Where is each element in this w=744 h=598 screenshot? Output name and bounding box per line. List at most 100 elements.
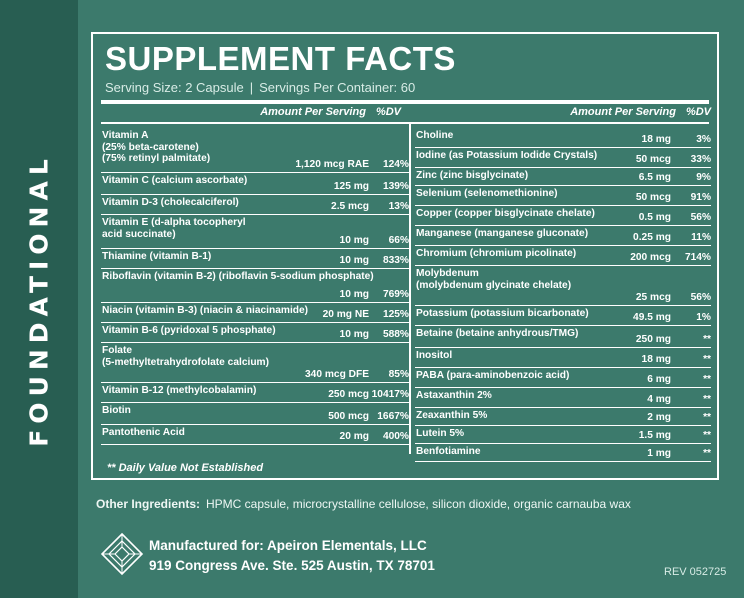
nutrient-row: Potassium (potassium bicarbonate) 49.5 mg… (415, 306, 711, 326)
nutrient-row: Vitamin B-12 (methylcobalamin) 250 mcg 104… (101, 383, 409, 403)
nutrient-amount: 1 mg (647, 447, 671, 459)
nutrient-row: Selenium (selenomethionine) 50 mcg 91% (415, 186, 711, 206)
nutrient-name: Zinc (zinc bisglycinate) (416, 170, 529, 181)
nutrient-amount: 20 mg NE (322, 308, 369, 320)
nutrient-amount: 2 mg (647, 411, 671, 423)
manufacturer-name: Manufactured for: Apeiron Elementals, LL… (149, 538, 427, 553)
panel-title: SUPPLEMENT FACTS (105, 40, 456, 77)
nutrient-dv: ** (703, 393, 711, 405)
nutrient-dv: 3% (696, 133, 711, 145)
nutrient-row: Iodine (as Potassium Iodide Crystals) 50 … (415, 148, 711, 168)
nutrient-name: Zeaxanthin 5% (416, 410, 488, 421)
nutrient-name: Folate (5-methyltetrahydrofolate calcium… (102, 345, 269, 368)
nutrient-row: Zinc (zinc bisglycinate) 6.5 mg 9% (415, 168, 711, 186)
nutrient-dv: 400% (382, 430, 409, 442)
nutrient-amount: 4 mg (647, 393, 671, 405)
nutrient-row: Zeaxanthin 5% 2 mg ** (415, 408, 711, 426)
nutrient-name: Vitamin C (calcium ascorbate) (102, 175, 248, 186)
nutrient-amount: 10 mg (339, 288, 369, 300)
nutrient-dv: 66% (388, 234, 409, 246)
nutrient-column-right: Choline 18 mg 3% Iodine (as Potassium Iodid… (415, 128, 711, 462)
column-divider (409, 124, 411, 454)
nutrient-name: Inositol (416, 350, 453, 361)
serving-size: Serving Size: 2 Capsule (105, 80, 244, 95)
nutrient-dv: 714% (684, 251, 711, 263)
nutrient-amount: 6.5 mg (638, 171, 671, 183)
nutrient-dv: 13% (388, 200, 409, 212)
nutrient-amount: 125 mg (333, 180, 369, 192)
nutrient-row: Manganese (manganese gluconate) 0.25 mg 11… (415, 226, 711, 246)
nutrient-dv: ** (703, 353, 711, 365)
nutrient-dv: 56% (690, 211, 711, 223)
nutrient-name: Selenium (selenomethionine) (416, 188, 558, 199)
dv-header: %DV (685, 106, 711, 118)
nutrient-name: Vitamin B-12 (methylcobalamin) (102, 385, 257, 396)
nutrient-amount: 18 mg (641, 133, 671, 145)
nutrient-row: PABA (para-aminobenzoic acid) 6 mg ** (415, 368, 711, 388)
dv-header: %DV (375, 106, 401, 118)
nutrient-dv: 56% (690, 291, 711, 303)
nutrient-amount: 1,120 mcg RAE (295, 158, 369, 170)
nutrient-name: Pantothenic Acid (102, 427, 185, 438)
nutrient-dv: 769% (382, 288, 409, 300)
nutrient-row: Molybdenum (molybdenum glycinate chelate… (415, 266, 711, 306)
nutrient-dv: ** (703, 447, 711, 459)
nutrient-name: Astaxanthin 2% (416, 390, 492, 401)
nutrient-row: Vitamin C (calcium ascorbate) 125 mg 139% (101, 173, 409, 195)
nutrient-row: Riboflavin (vitamin B-2) (riboflavin 5-s… (101, 269, 409, 303)
thick-divider (101, 100, 709, 104)
nutrient-name: Niacin (vitamin B-3) (niacin & niacinami… (102, 305, 309, 316)
supplement-facts-panel: SUPPLEMENT FACTS Serving Size: 2 Capsule… (91, 32, 719, 480)
nutrient-row: Chromium (chromium picolinate) 200 mcg 714… (415, 246, 711, 266)
nutrient-amount: 250 mg (635, 333, 671, 345)
nutrient-name: Copper (copper bisglycinate chelate) (416, 208, 595, 219)
nutrient-row: Inositol 18 mg ** (415, 348, 711, 368)
nutrient-name: Chromium (chromium picolinate) (416, 248, 577, 259)
nutrient-row: Astaxanthin 2% 4 mg ** (415, 388, 711, 408)
nutrient-dv: 9% (696, 171, 711, 183)
nutrient-dv: 124% (382, 158, 409, 170)
nutrient-row: Vitamin B-6 (pyridoxal 5 phosphate) 10 mg… (101, 323, 409, 343)
header-divider (101, 122, 709, 124)
nutrient-dv: 11% (691, 231, 711, 243)
serving-info: Serving Size: 2 Capsule | Servings Per Con… (105, 80, 415, 95)
nutrient-row: Niacin (vitamin B-3) (niacin & niacinami… (101, 303, 409, 323)
nutrient-row: Vitamin A (25% beta-carotene) (75% retin… (101, 128, 409, 173)
nutrient-amount: 20 mg (339, 430, 369, 442)
nutrient-name: Lutein 5% (416, 428, 465, 439)
diamond-logo-icon (100, 532, 144, 576)
nutrient-row: Copper (copper bisglycinate chelate) 0.5 … (415, 206, 711, 226)
nutrient-row: Vitamin E (d-alpha tocopheryl acid succi… (101, 215, 409, 249)
nutrient-name: Choline (416, 130, 454, 141)
nutrient-dv: 1667% (377, 410, 409, 422)
nutrient-name: Vitamin D-3 (cholecalciferol) (102, 197, 239, 208)
side-band: FOUNDATIONAL (0, 0, 78, 598)
nutrient-column-left: Vitamin A (25% beta-carotene) (75% retin… (101, 128, 409, 445)
nutrient-row: Vitamin D-3 (cholecalciferol) 2.5 mcg 13% (101, 195, 409, 215)
nutrient-amount: 1.5 mg (638, 429, 671, 441)
nutrient-amount: 49.5 mg (633, 311, 671, 323)
other-ingredients: Other Ingredients: HPMC capsule, microcry… (96, 497, 631, 511)
nutrient-row: Pantothenic Acid 20 mg 400% (101, 425, 409, 445)
nutrient-dv: 125% (382, 308, 409, 320)
nutrient-row: Benfotiamine 1 mg ** (415, 444, 711, 462)
nutrient-dv: 85% (388, 368, 409, 380)
nutrient-name: Riboflavin (vitamin B-2) (riboflavin 5-s… (102, 271, 374, 282)
nutrient-amount: 500 mcg (328, 410, 369, 422)
nutrient-amount: 10 mg (339, 328, 369, 340)
nutrient-dv: 10417% (371, 388, 409, 400)
nutrient-amount: 200 mcg (630, 251, 671, 263)
other-ingredients-text: HPMC capsule, microcrystalline cellulose… (206, 497, 631, 511)
nutrient-dv: 139% (382, 180, 409, 192)
nutrient-amount: 50 mcg (635, 191, 671, 203)
nutrient-dv: 833% (382, 254, 409, 266)
amount-header: Amount Per Serving (570, 106, 676, 118)
nutrient-name: PABA (para-aminobenzoic acid) (416, 370, 570, 381)
nutrient-dv: ** (703, 429, 711, 441)
nutrient-name: Biotin (102, 405, 131, 416)
nutrient-name: Manganese (manganese gluconate) (416, 228, 589, 239)
nutrient-name: Potassium (potassium bicarbonate) (416, 308, 589, 319)
nutrient-amount: 6 mg (647, 373, 671, 385)
other-ingredients-label: Other Ingredients: (96, 497, 201, 511)
nutrient-amount: 250 mcg (328, 388, 369, 400)
